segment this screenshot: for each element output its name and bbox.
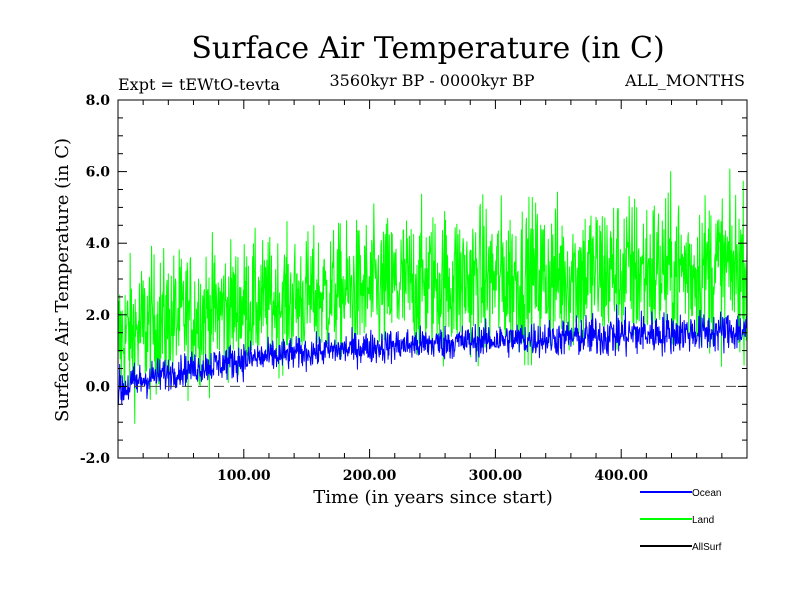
plot-data xyxy=(117,168,748,424)
legend: Ocean Land AllSurf xyxy=(640,488,722,553)
y-tick-label: 2.0 xyxy=(86,308,111,324)
series-line-ocean xyxy=(117,304,748,406)
y-tick-label: 4.0 xyxy=(86,236,111,252)
series-line-land xyxy=(117,168,748,424)
x-axis-label: Time (in years since start) xyxy=(313,487,553,508)
chart-subtitle-left: Expt = tEWtO-tevta xyxy=(118,75,280,94)
x-tick-label: 200.00 xyxy=(343,468,397,484)
y-tick-label: 0.0 xyxy=(86,379,111,395)
chart-title: Surface Air Temperature (in C) xyxy=(191,31,664,66)
y-tick-label: 8.0 xyxy=(86,93,111,109)
x-tick-label: 400.00 xyxy=(594,468,648,484)
y-axis-label: Surface Air Temperature (in C) xyxy=(52,138,73,422)
y-tick-label: 6.0 xyxy=(86,165,111,181)
legend-label-ocean: Ocean xyxy=(692,488,721,499)
x-tick-label: 100.00 xyxy=(217,468,271,484)
chart-subtitle-right: ALL_MONTHS xyxy=(624,71,745,90)
x-tick-label: 300.00 xyxy=(469,468,523,484)
legend-label-land: Land xyxy=(692,515,714,526)
axes: -2.0 0.0 2.0 4.0 6.0 8.0 100.00 200.00 300.00 400… xyxy=(80,93,748,484)
legend-label-allsurf: AllSurf xyxy=(692,542,722,553)
y-tick-label: -2.0 xyxy=(80,451,110,467)
chart-subtitle-center: 3560kyr BP - 0000kyr BP xyxy=(330,71,535,90)
